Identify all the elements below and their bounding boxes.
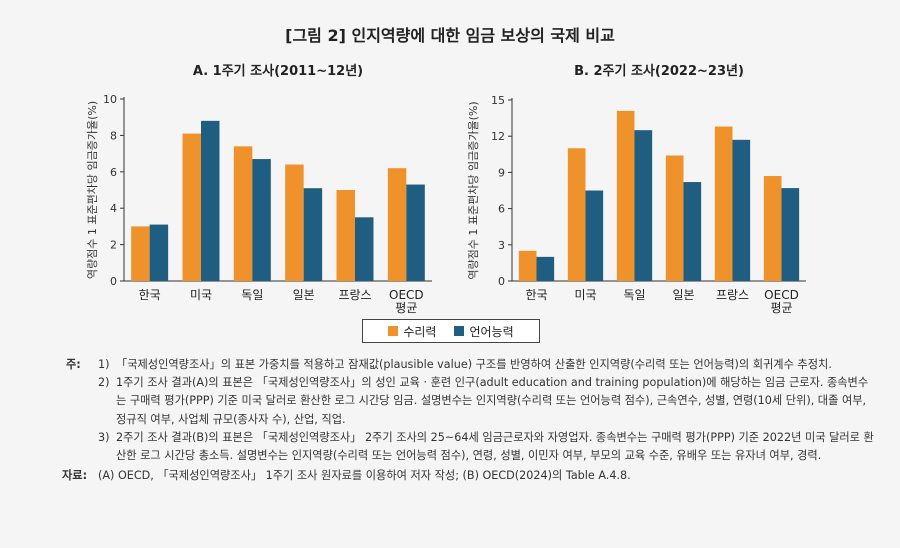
chart-b-xlabel-4: 프랑스 xyxy=(716,288,749,302)
note-1-text: 「국제성인역량조사」의 표본 가중치를 적용하고 잠재값(plausible v… xyxy=(116,358,832,371)
chart-b-xlabel-0: 한국 xyxy=(525,288,547,302)
chart-a-bar-literacy-3 xyxy=(303,188,323,281)
chart-b-ytick-label-5: 15 xyxy=(491,94,505,107)
legend-label-numeracy: 수리력 xyxy=(403,324,437,339)
chart-b-bar-literacy-5 xyxy=(781,188,800,281)
note-3-num: 3) xyxy=(98,430,110,444)
chart-a-bar-numeracy-1 xyxy=(182,133,201,281)
chart-b-bar-numeracy-1 xyxy=(567,148,586,281)
chart-b-title: B. 2주기 조사(2022~23년) xyxy=(574,63,744,79)
chart-a-xlabel-2: 독일 xyxy=(241,288,263,302)
notes-prefix: 주: xyxy=(66,358,81,371)
chart-a-xlabel-5: OECD 평균 xyxy=(389,288,424,315)
chart-a-bar-numeracy-3 xyxy=(285,164,304,281)
notes: 주: 1) 「국제성인역량조사」의 표본 가중치를 적용하고 잠재값(plaus… xyxy=(62,356,876,485)
note-2-num: 2) xyxy=(98,376,110,390)
chart-a-ytick-label-3: 6 xyxy=(110,166,117,179)
chart-a-xlabel-4: 프랑스 xyxy=(338,288,371,302)
chart-a-bar-numeracy-4 xyxy=(336,190,355,281)
chart-b-bar-numeracy-4 xyxy=(714,126,733,282)
chart-a-bar-literacy-4 xyxy=(355,217,374,281)
chart-a-bar-literacy-5 xyxy=(406,184,425,281)
legend-item-numeracy: 수리력 xyxy=(388,323,436,340)
chart-b-xlabel-3: 일본 xyxy=(672,288,694,302)
chart-a-ytick-label-1: 2 xyxy=(110,239,117,252)
chart-a-xlabel-0: 한국 xyxy=(139,288,161,302)
chart-b-ylabel: 역량점수 1 표준편차당 임금증가율(%) xyxy=(467,101,480,279)
chart-b-bar-literacy-3 xyxy=(683,182,702,281)
chart-a-bar-numeracy-5 xyxy=(387,168,407,281)
legend-swatch-numeracy xyxy=(388,326,399,336)
chart-b-xlabel-2: 독일 xyxy=(623,288,645,302)
legend-label-literacy: 언어능력 xyxy=(469,324,514,339)
legend-item-literacy: 언어능력 xyxy=(454,323,514,340)
note-1: 주: 1) 「국제성인역량조사」의 표본 가중치를 적용하고 잠재값(plaus… xyxy=(66,356,876,374)
chart-b-bar-literacy-4 xyxy=(732,139,751,281)
note-2-text: 1주기 조사 결과(A)의 표본은 「국제성인역량조사」의 성인 교육 · 훈련… xyxy=(116,376,869,426)
chart-a-ytick-label-0: 0 xyxy=(110,275,117,288)
chart-b-xlabel-5: OECD 평균 xyxy=(764,288,799,315)
source-text: (A) OECD, 「국제성인역량조사」 1주기 조사 원자료를 이용하여 저자… xyxy=(98,469,631,483)
chart-b-ytick-label-0: 0 xyxy=(498,275,505,288)
chart-a-bar-literacy-2 xyxy=(252,159,271,281)
chart-a-xlabel-1: 미국 xyxy=(190,288,212,302)
chart-b-bar-literacy-2 xyxy=(634,130,653,281)
chart-a-ytick-label-5: 10 xyxy=(103,93,117,106)
source-row: 자료: (A) OECD, 「국제성인역량조사」 1주기 조사 원자료를 이용하… xyxy=(62,467,876,485)
legend: 수리력 언어능력 xyxy=(362,319,540,343)
figure-title: [그림 2] 인지역량에 대한 임금 보상의 국제 비교 xyxy=(285,26,615,45)
chart-b-ytick-label-2: 6 xyxy=(498,203,505,216)
chart-a-ytick-label-2: 4 xyxy=(110,202,117,215)
chart-a-bar-numeracy-2 xyxy=(233,146,253,281)
chart-b-bar-numeracy-5 xyxy=(763,176,782,281)
source-label: 자료: xyxy=(62,469,88,483)
chart-b-bar-numeracy-2 xyxy=(616,110,635,281)
chart-b-bar-numeracy-0 xyxy=(518,250,537,281)
note-2: 2) 1주기 조사 결과(A)의 표본은 「국제성인역량조사」의 성인 교육 ·… xyxy=(98,374,876,429)
legend-swatch-literacy xyxy=(454,326,465,336)
chart-b-bar-literacy-0 xyxy=(536,256,555,281)
chart-b-ytick-label-3: 9 xyxy=(498,166,505,179)
chart-b-ytick-label-1: 3 xyxy=(498,239,505,252)
chart-b-bar-numeracy-3 xyxy=(665,155,684,281)
note-3: 3) 2주기 조사 결과(B)의 표본은 「국제성인역량조사」 2주기 조사의 … xyxy=(98,429,876,465)
chart-a-title: A. 1주기 조사(2011~12년) xyxy=(193,63,363,79)
note-3-text: 2주기 조사 결과(B)의 표본은 「국제성인역량조사」 2주기 조사의 25~… xyxy=(116,430,874,463)
chart-b-ytick-label-4: 12 xyxy=(491,130,505,143)
chart-a-xlabel-3: 일본 xyxy=(293,288,315,302)
chart-a-bar-numeracy-0 xyxy=(131,226,150,281)
chart-a-bar-literacy-1 xyxy=(201,120,220,281)
chart-a-ylabel: 역량점수 1 표준편차당 임금증가율(%) xyxy=(86,101,99,279)
chart-b-bar-literacy-1 xyxy=(585,190,604,281)
chart-a-bar-literacy-0 xyxy=(149,224,169,281)
note-1-num: 1) xyxy=(98,358,110,371)
chart-a-ytick-label-4: 8 xyxy=(110,129,117,142)
chart-b-xlabel-1: 미국 xyxy=(574,288,596,302)
